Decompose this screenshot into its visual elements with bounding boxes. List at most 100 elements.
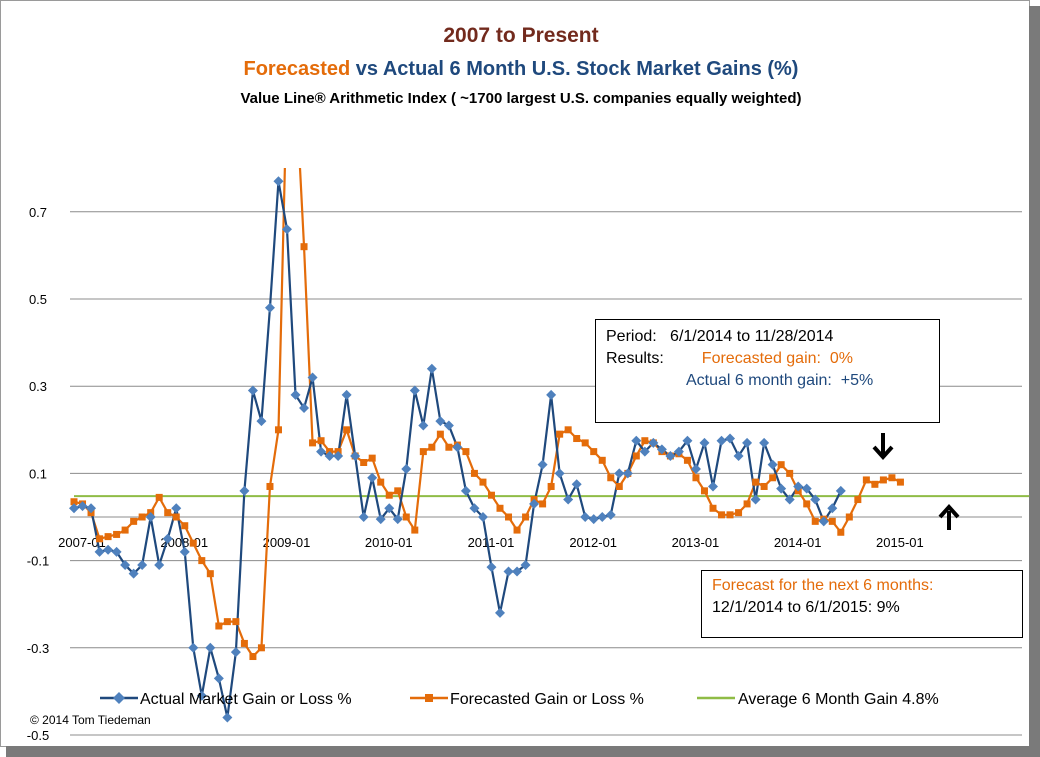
forecast-point [164,509,172,517]
subtitle-vs: vs [350,58,383,80]
arrow-down-icon [872,433,894,460]
actual-point [477,512,488,522]
actual-point [631,435,642,446]
forecast-point [249,653,257,661]
period-row: Period: 6/1/2014 to 11/28/2014 [606,326,929,348]
actual-point [247,385,258,396]
forecast-point [309,439,317,447]
actual-point [793,481,804,492]
forecast-point [496,504,504,512]
actual-point [103,544,114,555]
actual-point [622,468,633,479]
forecast-point [564,426,572,434]
actual-point [341,389,352,400]
forecast-point [692,474,700,482]
x-tick-label: 2012-01 [569,535,617,550]
forecast-point [419,448,427,456]
forecast-point [155,493,163,501]
forecast-point [436,430,444,438]
actual-point [316,446,327,457]
actual-point [673,446,684,457]
actual-point [222,712,233,723]
x-tick-label: 2014-01 [774,535,822,550]
actual-point [213,673,224,684]
actual-point [77,501,88,512]
actual-point [682,435,693,446]
actual-gain-label: Actual 6 month gain: [686,372,832,389]
x-tick-label: 2011-01 [468,535,515,550]
results-row: Results: Forecasted gain: 0% [606,348,929,370]
actual-point [435,416,446,427]
y-tick-label: 0.1 [29,466,47,481]
actual-point [495,607,505,618]
forecast-point [215,622,223,630]
actual-point [69,503,79,514]
actual-point [145,512,156,522]
forecast-point [590,448,598,456]
forecast-point [581,439,589,447]
forecast-point [70,498,78,506]
forecasted-gain-label: Forecasted gain: [701,350,821,367]
forecast-point [96,535,104,543]
forecast-point [428,443,436,451]
actual-point [401,464,412,475]
actual-point [162,533,173,544]
actual-point [128,568,139,579]
forecast-point [470,469,478,477]
subtitle-actual: Actual [383,58,444,80]
legend: Actual Market Gain or Loss % Forecasted … [100,691,939,708]
forecast-point [888,474,896,482]
actual-point [656,444,667,455]
actual-point [665,450,676,461]
forecast-point [556,430,564,438]
actual-point [273,176,284,187]
forecast-point [726,511,734,519]
actual-point [179,546,190,557]
forecast-point [539,500,547,508]
forecast-point [769,474,777,482]
actual-point [571,479,582,490]
forecast-point [266,482,274,490]
forecast-point [257,644,265,652]
actual-point [350,450,361,461]
forecast-point [385,491,393,499]
actual-point [563,494,574,505]
forecast-point [828,517,836,525]
x-tick-label: 2007-01 [58,535,106,550]
actual-point [120,559,131,570]
forecast-point [735,509,743,517]
y-tick-label: -0.3 [27,641,49,656]
forecast-point [573,435,581,443]
legend-average-label: Average 6 Month Gain 4.8% [738,691,939,708]
actual-point [520,559,531,570]
frame-shadow-right [1029,6,1040,757]
forecast-point [462,448,470,456]
subtitle-forecasted: Forecasted [244,58,351,80]
forecast-point [632,452,640,460]
actual-point [282,224,292,235]
actual-point [725,433,736,444]
actual-point [759,437,770,448]
actual-row: Actual 6 month gain: +5% [606,370,929,392]
actual-point [810,494,821,505]
x-tick-label: 2009-01 [263,535,311,550]
results-label: Results: [606,350,664,367]
x-axis-ticks: 2007-01 2008-01 2009-01 2010-01 2011-01 2012-… [58,535,924,550]
actual-point [94,546,105,557]
actual-point [460,485,471,496]
forecast-point [479,478,487,486]
actual-point [307,372,318,383]
forecast-point [274,426,282,434]
actual-point [767,459,778,470]
forecast-point [223,618,231,626]
forecast-point [189,539,197,547]
actual-point [358,512,369,522]
actual-point [256,416,267,427]
actual-point [529,498,540,509]
chart-title: 2007 to Present [443,24,598,47]
actual-point [367,472,378,483]
actual-point [580,512,591,522]
forecast-point [377,478,385,486]
gridlines [70,211,1022,736]
forecast-point [172,513,180,521]
